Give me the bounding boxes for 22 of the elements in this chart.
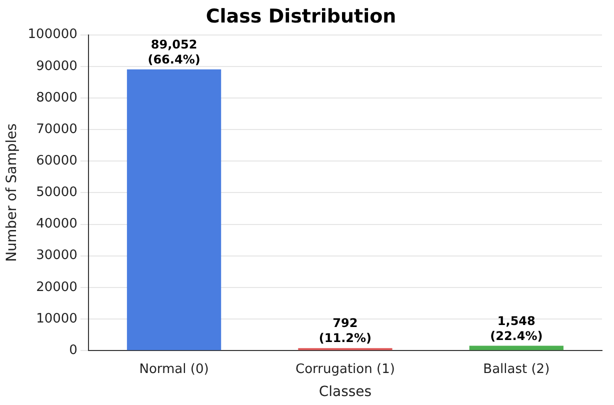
bar <box>469 346 564 350</box>
y-tick-label: 30000 <box>36 248 78 264</box>
x-axis-title: Classes <box>318 384 372 400</box>
y-tick-label: 40000 <box>36 216 78 232</box>
x-tick-label: Ballast (2) <box>483 362 550 377</box>
y-tick-label: 50000 <box>36 185 78 200</box>
data-label: 1,548 (22.4%) <box>490 314 543 343</box>
y-tick-label: 0 <box>69 342 78 358</box>
data-label: 792 (11.2%) <box>318 316 372 346</box>
y-tick-label: 90000 <box>36 58 78 74</box>
y-tick-label: 60000 <box>36 153 78 168</box>
bar <box>126 69 222 350</box>
y-tick-label: 20000 <box>36 280 78 295</box>
y-tick-label: 10000 <box>36 311 78 326</box>
y-tick-label: 80000 <box>36 90 78 106</box>
chart-title: Class Distribution <box>206 5 396 28</box>
x-tick-label: Normal (0) <box>139 362 209 377</box>
data-label: 89,052 (66.4%) <box>148 38 200 66</box>
y-axis-title: Number of Samples <box>4 123 20 262</box>
y-tick-label: 100000 <box>28 27 78 42</box>
y-tick-label: 70000 <box>36 122 78 137</box>
x-tick-label: Corrugation (1) <box>296 362 395 377</box>
